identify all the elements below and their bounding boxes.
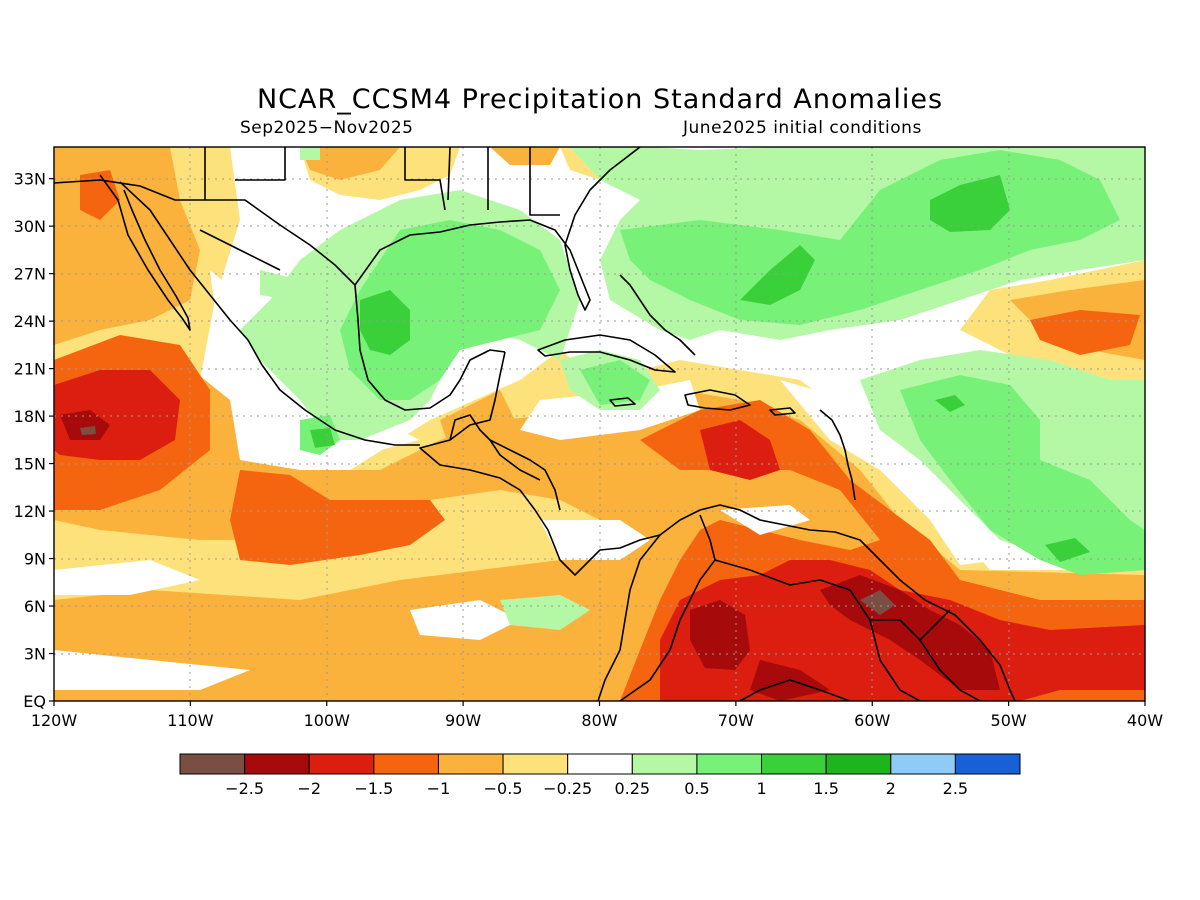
lon-tick-label: 60W bbox=[854, 711, 890, 730]
colorbar-swatch bbox=[308, 753, 375, 775]
colorbar-label: 0.5 bbox=[684, 779, 709, 798]
anomaly-fill-strong-wet bbox=[310, 175, 1090, 562]
colorbar-swatch bbox=[244, 753, 310, 775]
map-init-conditions: June2025 initial conditions bbox=[683, 118, 922, 138]
colorbar-swatch bbox=[373, 753, 439, 775]
colorbar-swatch bbox=[761, 753, 827, 775]
colorbar-swatch bbox=[502, 753, 569, 775]
colorbar-label: −2 bbox=[297, 779, 321, 798]
lat-tick-label: 9N bbox=[24, 550, 46, 569]
lat-tick-label: EQ bbox=[23, 692, 46, 711]
colorbar-label: 2.5 bbox=[943, 779, 968, 798]
lat-tick-label: 6N bbox=[24, 597, 46, 616]
colorbar-label: −0.5 bbox=[484, 779, 523, 798]
colorbar-swatch bbox=[567, 753, 633, 775]
longitude-axis: 120W 110W 100W 90W 80W 70W 60W 50W 40W bbox=[31, 701, 1163, 730]
colorbar-label: −0.25 bbox=[543, 779, 592, 798]
lon-tick-label: 100W bbox=[304, 711, 351, 730]
lat-tick-label: 27N bbox=[14, 265, 46, 284]
colorbar: −2.5 −2 −1.5 −1 −0.5 −0.25 0.25 0.5 1 1.5 2 2.5 bbox=[179, 753, 1021, 798]
colorbar-label: 2 bbox=[886, 779, 896, 798]
lat-tick-label: 24N bbox=[14, 312, 46, 331]
anomaly-fill-max-dry-2 bbox=[80, 426, 96, 435]
colorbar-label: −2.5 bbox=[225, 779, 264, 798]
colorbar-label: −1 bbox=[427, 779, 451, 798]
colorbar-swatch bbox=[179, 753, 246, 775]
colorbar-swatch bbox=[437, 753, 504, 775]
anomaly-field bbox=[54, 147, 1145, 701]
coastlines bbox=[54, 147, 1016, 701]
map-period: Sep2025−Nov2025 bbox=[240, 118, 414, 138]
lat-tick-label: 12N bbox=[14, 502, 46, 521]
lat-tick-label: 15N bbox=[14, 455, 46, 474]
graticule bbox=[54, 147, 1145, 701]
colorbar-swatch bbox=[631, 753, 698, 775]
lon-tick-label: 120W bbox=[31, 711, 78, 730]
lat-tick-label: 30N bbox=[14, 217, 46, 236]
lon-tick-label: 50W bbox=[991, 711, 1027, 730]
lon-tick-label: 40W bbox=[1127, 711, 1163, 730]
colorbar-label: 0.25 bbox=[614, 779, 650, 798]
lon-tick-label: 110W bbox=[167, 711, 214, 730]
lat-tick-label: 21N bbox=[14, 360, 46, 379]
lat-tick-label: 3N bbox=[24, 645, 46, 664]
colorbar-label: 1.5 bbox=[813, 779, 838, 798]
lon-tick-label: 90W bbox=[445, 711, 481, 730]
lat-tick-label: 33N bbox=[14, 170, 46, 189]
anomaly-fill-max-dry bbox=[860, 590, 895, 615]
latitude-axis: 33N 30N 27N 24N 21N 18N 15N 12N 9N 6N 3N EQ bbox=[14, 170, 54, 711]
lat-tick-label: 18N bbox=[14, 407, 46, 426]
colorbar-swatch bbox=[696, 753, 763, 775]
colorbar-swatch bbox=[825, 753, 892, 775]
map-title: NCAR_CCSM4 Precipitation Standard Anomal… bbox=[256, 84, 944, 115]
lon-tick-label: 70W bbox=[718, 711, 754, 730]
colorbar-swatch bbox=[890, 753, 956, 775]
colorbar-label: −1.5 bbox=[354, 779, 393, 798]
lon-tick-label: 80W bbox=[581, 711, 617, 730]
colorbar-swatch bbox=[954, 753, 1021, 775]
colorbar-label: 1 bbox=[756, 779, 766, 798]
